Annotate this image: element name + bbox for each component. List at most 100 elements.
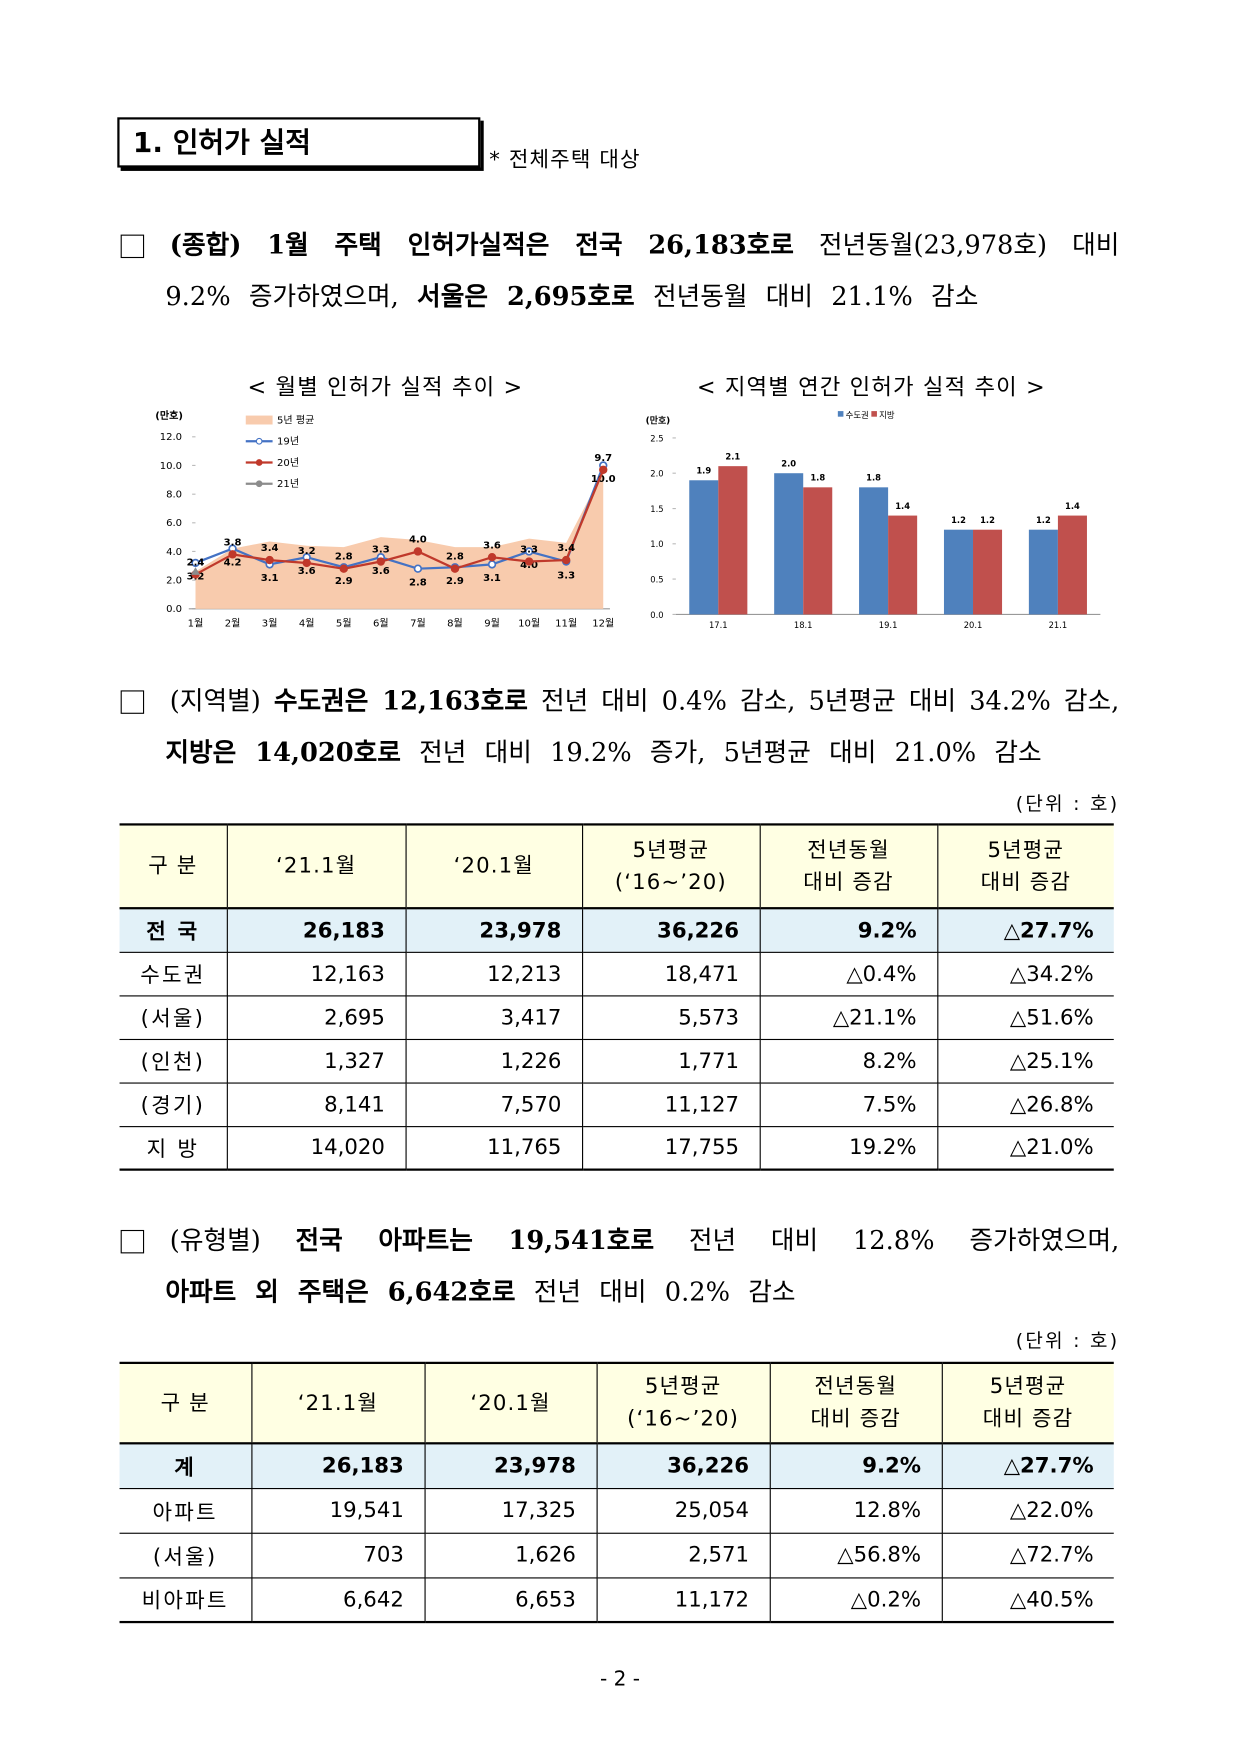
table-cell: 11,172 (595, 1576, 771, 1624)
table: 구 분 ‘21.1월 ‘20.1월 5년평균 (‘16~’20) 전년동월 대비 증감 5… (119, 823, 1114, 1171)
data-label: 9.7 (594, 453, 612, 464)
marker (487, 553, 497, 562)
data-label: 1.4 (895, 501, 910, 511)
table-cell: 8,141 (226, 1081, 407, 1127)
y-tick-label: 12.0 (160, 432, 182, 443)
table-cell: △27.7% (936, 907, 1114, 953)
y-tick-label: 6.0 (166, 518, 182, 529)
data-label: 3.6 (483, 540, 501, 551)
bullet-box (120, 234, 145, 259)
data-label: 3.6 (372, 566, 390, 577)
table-cell: 7.5% (759, 1081, 938, 1127)
bar (803, 487, 833, 615)
x-tick-label: 8월 (447, 618, 463, 630)
data-label: 2.8 (335, 552, 353, 563)
text-run: 전년 대비 0.2% 감소 (515, 1277, 796, 1308)
marker (487, 560, 497, 569)
data-label: 3.3 (557, 570, 575, 581)
y-tick-label: 8.0 (166, 489, 182, 500)
table-region: 구 분 ‘21.1월 ‘20.1월 5년평균 (‘16~’20) 전년동월 대비 증감 5… (119, 823, 1114, 1171)
marker (524, 557, 534, 566)
axis-unit: (만호) (646, 414, 671, 426)
axis-unit: (만호) (155, 409, 183, 422)
marker (561, 555, 571, 565)
section-title: 1. 인허가 실적 (117, 117, 481, 168)
table-cell: 9.2% (759, 907, 938, 953)
header-cell: 5년평균 (‘16~’20) (581, 823, 761, 910)
table-cell: 1,626 (423, 1532, 598, 1578)
table-cell: 23,978 (423, 1442, 598, 1489)
header-cell: 전년동월 대비 증감 (769, 1361, 943, 1445)
text-line: (지역별) 수도권은 12,163호로 전년 대비 0.4% 감소, 5년평균 … (170, 676, 1120, 727)
header-cell: 구 분 (119, 823, 228, 910)
text-run: 전국 아파트는 19,541호로 (295, 1225, 655, 1256)
data-label: 3.3 (372, 545, 390, 556)
row-label: 지 방 (119, 1125, 228, 1171)
table-row: 전 국 26,183 23,978 36,226 9.2% △27.7% (119, 907, 1114, 953)
legend-swatch (837, 411, 844, 417)
data-label: 3.1 (483, 573, 501, 584)
x-tick-label: 21.1 (1049, 620, 1068, 630)
table-cell: △72.7% (941, 1532, 1114, 1578)
bar (859, 487, 889, 615)
table-cell: 18,471 (581, 951, 761, 996)
text-run: (유형별) (169, 1226, 296, 1256)
text-run: 9.2% 증가하였으며, (165, 282, 418, 312)
x-tick-label: 12월 (592, 618, 614, 630)
header-cell: ‘20.1월 (423, 1361, 598, 1445)
table-row: 아파트 19,541 17,325 25,054 12.8% △22.0% (119, 1487, 1114, 1534)
row-label: (인천) (119, 1038, 228, 1084)
bar (689, 480, 719, 615)
data-label: 1.2 (951, 515, 966, 525)
header-row: 구 분 ‘21.1월 ‘20.1월 5년평균 (‘16~’20) 전년동월 대비 증감 5… (119, 823, 1114, 910)
chart-title: < 월별 인허가 실적 추이 > (247, 373, 524, 400)
row-label: 계 (119, 1442, 252, 1489)
data-label: 3.6 (298, 566, 316, 577)
bar (888, 515, 918, 615)
data-label: 2.4 (187, 557, 205, 568)
data-label: 1.2 (1036, 515, 1051, 525)
legend-label: 수도권 (846, 410, 869, 420)
table-cell: 3,417 (404, 994, 583, 1040)
table-cell: 6,642 (250, 1576, 426, 1624)
bar (718, 466, 748, 615)
header-cell: 구 분 (119, 1361, 252, 1445)
row-label: 전 국 (119, 907, 228, 953)
text-run: 전년 대비 12.8% 증가하였으며, (654, 1226, 1120, 1256)
row-label: 아파트 (119, 1487, 252, 1534)
unit-note: (단위 : 호) (1015, 1330, 1120, 1353)
table-cell: 1,226 (404, 1038, 583, 1084)
table-cell: 7,570 (404, 1081, 583, 1127)
legend-label: 5년 평균 (277, 414, 314, 426)
table-cell: △27.7% (941, 1442, 1114, 1489)
legend-label: 20년 (277, 457, 299, 469)
table-cell: △0.2% (769, 1576, 943, 1624)
page-number: - 2 - (599, 1667, 641, 1692)
data-label: 3.2 (298, 546, 316, 557)
data-label: 2.9 (335, 576, 353, 587)
text-run: 전년동월(23,978호) 대비 (793, 231, 1120, 261)
x-tick-label: 18.1 (794, 620, 813, 630)
table-cell: 26,183 (226, 907, 407, 953)
header-cell: 전년동월 대비 증감 (759, 823, 938, 910)
header-cell: ‘20.1월 (404, 823, 583, 910)
text-run: 전년 대비 0.4% 감소, 5년평균 대비 34.2% 감소, (527, 687, 1120, 717)
y-tick-label: 0.5 (650, 574, 663, 584)
data-label: 4.0 (520, 560, 538, 571)
table-cell: 2,695 (226, 994, 407, 1040)
marker (265, 555, 274, 565)
x-tick-label: 9월 (484, 618, 500, 630)
x-tick-label: 20.1 (964, 620, 983, 630)
data-label: 2.8 (446, 552, 464, 563)
data-label: 2.1 (725, 451, 740, 461)
table-cell: △34.2% (936, 951, 1114, 996)
y-tick-label: 2.0 (650, 469, 663, 479)
text-run: 수도권은 12,163호로 (273, 685, 528, 717)
row-label: (경기) (119, 1081, 228, 1127)
unit-note: (단위 : 호) (1015, 793, 1120, 816)
table-row: (서울) 703 1,626 2,571 △56.8% △72.7% (119, 1532, 1114, 1578)
paragraph: (지역별) 수도권은 12,163호로 전년 대비 0.4% 감소, 5년평균 … (120, 676, 1120, 779)
bar (1057, 515, 1087, 615)
text-line: 9.2% 증가하였으며, 서울은 2,695호로 전년동월 대비 21.1% 감… (165, 271, 1119, 322)
